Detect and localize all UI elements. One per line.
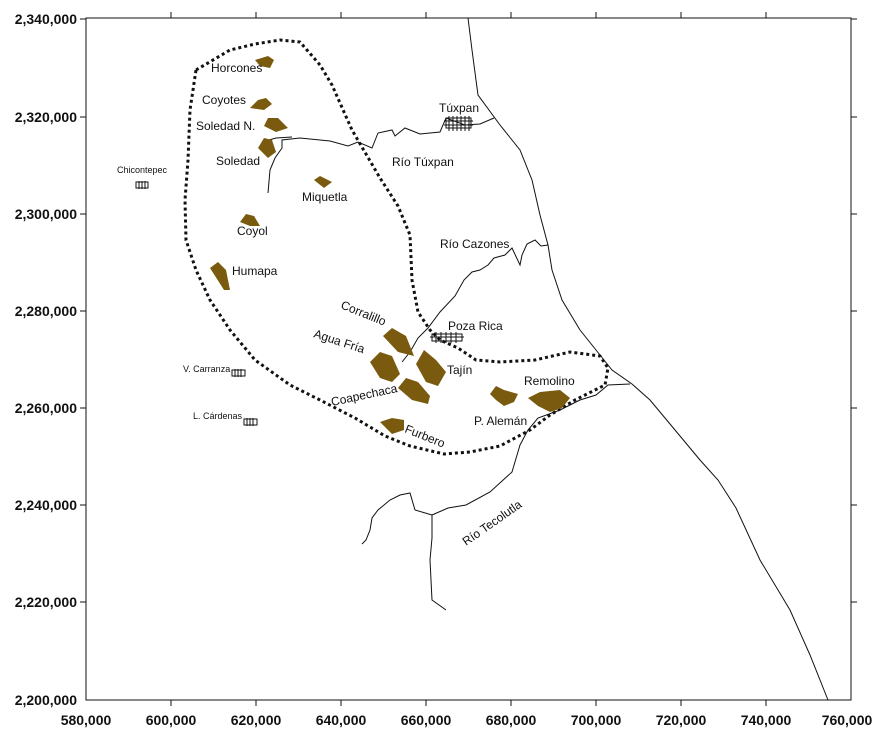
x-tick-label: 680,000 [486,712,537,728]
y-tick-label: 2,200,000 [15,692,77,708]
y-tick-label: 2,300,000 [15,206,77,222]
label-tajin: Tajín [447,363,472,377]
field-coyol [240,214,260,226]
label-chicontepec: Chicontepec [117,165,168,175]
field-agua-fria [370,352,400,382]
label-humapa: Humapa [232,264,278,278]
label-agua-fria: Agua Fría [312,327,367,357]
field-soledad-n [264,118,288,132]
y-tick-label: 2,340,000 [15,11,77,27]
town-marker-chicontepec [135,181,149,189]
x-tick-label: 720,000 [656,712,707,728]
label-l-cardenas: L. Cárdenas [193,411,243,421]
field-p-aleman [490,386,518,406]
x-tick-label: 580,000 [61,712,112,728]
label-miquetla: Miquetla [302,190,348,204]
x-tick-label: 640,000 [316,712,367,728]
town-marker-v-carranza [231,369,246,377]
field-tajin [416,350,446,386]
town-marker-tuxpan [444,116,473,131]
y-tick-label: 2,240,000 [15,497,77,513]
y-tick-label: 2,280,000 [15,303,77,319]
label-coapechaca: Coapechaca [330,381,399,409]
field-coyotes [250,98,272,110]
x-tick-label: 760,000 [822,712,873,728]
label-v-carranza: V. Carranza [183,364,230,374]
field-soledad [258,138,276,158]
field-humapa [210,262,230,290]
rio-tecolutla [429,383,631,611]
town-marker-poza-rica [430,332,464,343]
rio-tuxpan [267,117,495,194]
field-horcones [255,56,274,68]
label-rio-cazones: Río Cazones [440,237,509,251]
rio-cazones [401,239,549,363]
label-soledad-n: Soledad N. [196,119,255,133]
label-corralillo: Corralillo [339,298,388,329]
field-remolino [528,390,570,412]
label-rio-tuxpan: Río Túxpan [392,155,454,169]
x-tick-label: 620,000 [231,712,282,728]
x-tick-label: 740,000 [741,712,792,728]
label-poza-rica: Poza Rica [448,319,503,333]
x-tick-label: 600,000 [146,712,197,728]
field-furbero [380,418,404,434]
label-coyol: Coyol [237,224,268,238]
y-axis [80,18,857,603]
rio-tecolutla-branch [361,492,433,545]
field-boundary [183,38,610,456]
field-coapechaca [398,378,430,404]
y-tick-label: 2,220,000 [15,594,77,610]
label-remolino: Remolino [524,374,575,388]
label-soledad: Soledad [216,154,260,168]
label-rio-tecolutla: Río Tecolutla [460,497,525,548]
label-coyotes: Coyotes [202,93,246,107]
x-axis [170,12,767,706]
label-tuxpan: Túxpan [439,101,479,115]
label-p-aleman: P. Alemán [474,414,527,428]
coastline [467,17,829,701]
field-corralillo [383,328,414,356]
y-tick-label: 2,260,000 [15,400,77,416]
y-tick-label: 2,320,000 [15,109,77,125]
x-tick-label: 660,000 [401,712,452,728]
field-miquetla [314,176,332,188]
town-marker-l-cardenas [243,418,258,426]
x-tick-label: 700,000 [571,712,622,728]
label-horcones: Horcones [211,61,262,75]
